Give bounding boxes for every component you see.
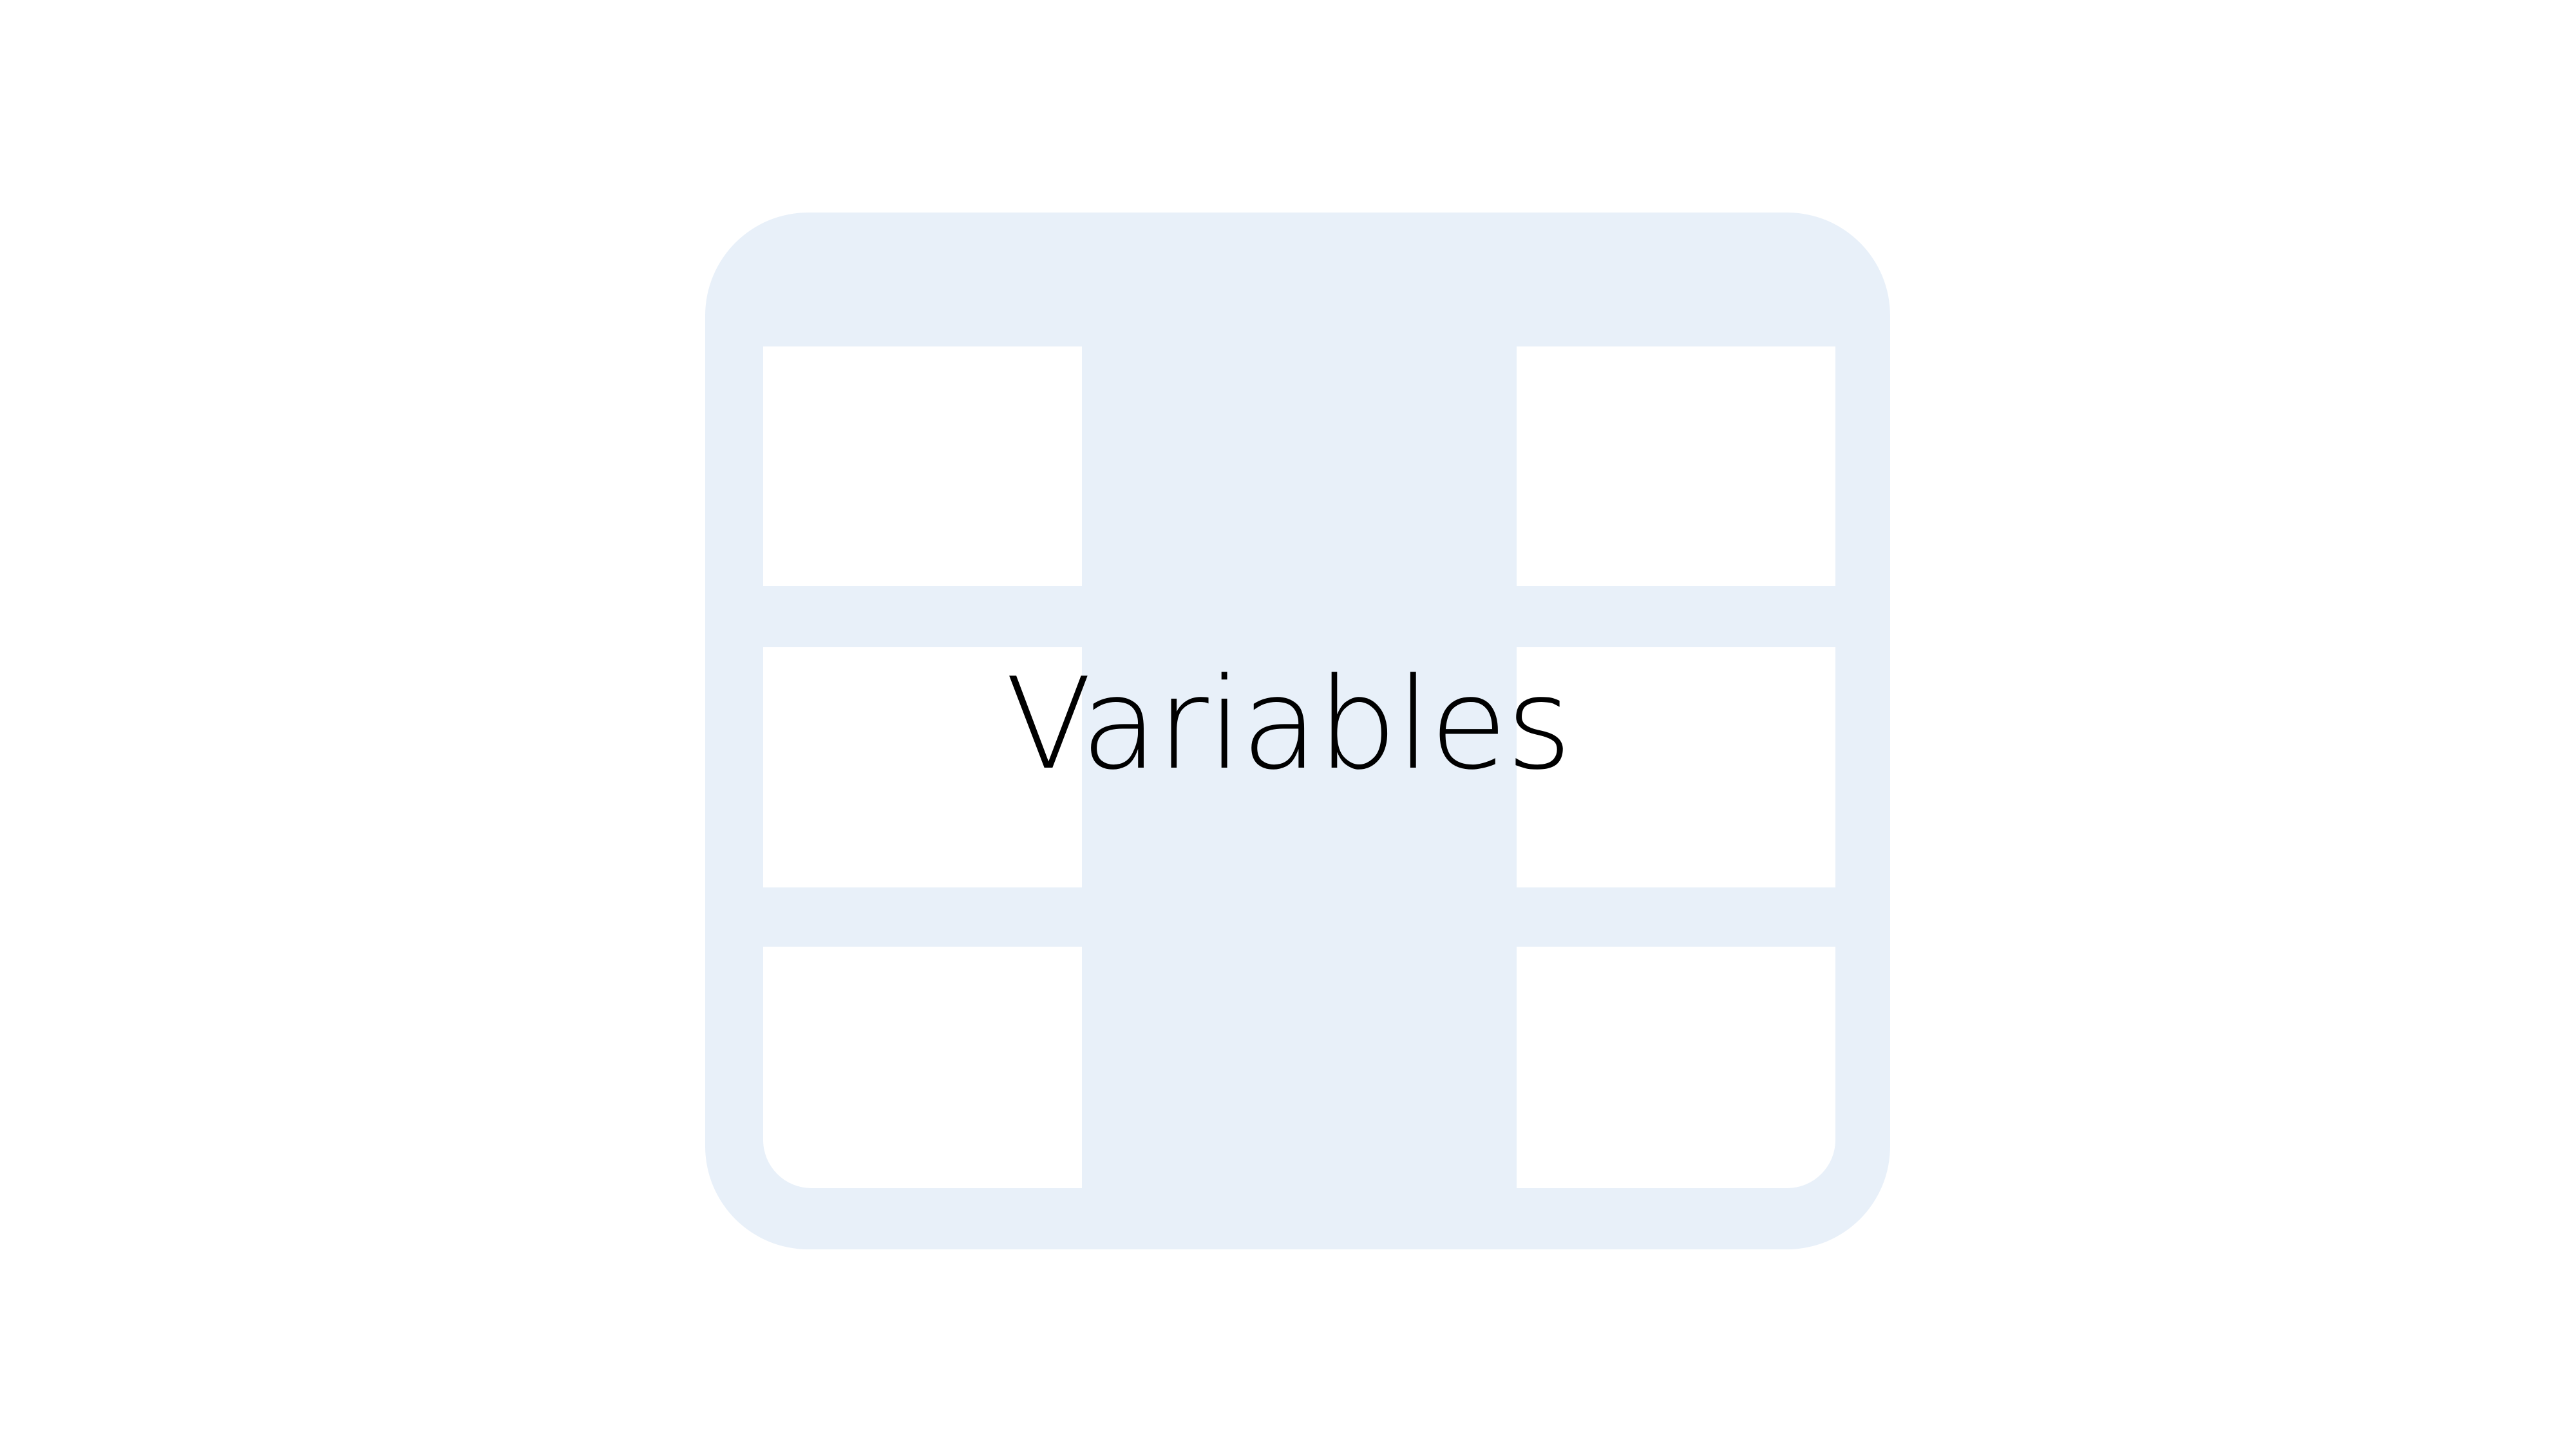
table-grid-shape — [705, 213, 1890, 1249]
slide-title: Variables — [1005, 651, 1572, 798]
